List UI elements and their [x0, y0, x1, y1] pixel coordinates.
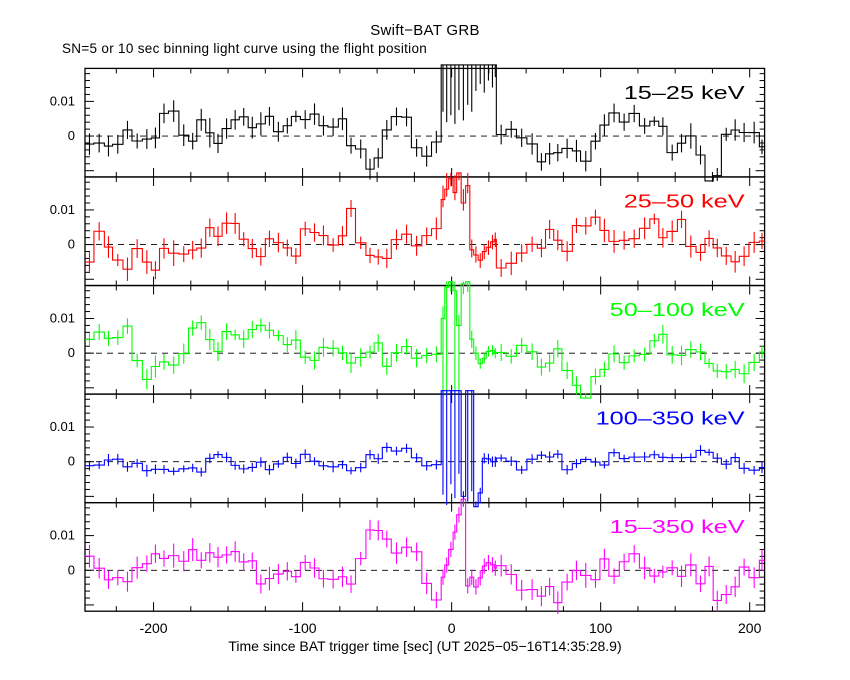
svg-text:-100: -100: [289, 620, 317, 636]
svg-text:0.01: 0.01: [50, 310, 75, 325]
svg-text:0: 0: [68, 345, 75, 360]
svg-text:0.01: 0.01: [50, 419, 75, 434]
svg-text:200: 200: [738, 620, 762, 636]
svg-text:0.01: 0.01: [50, 93, 75, 108]
svg-text:25–50 keV: 25–50 keV: [624, 191, 745, 212]
svg-text:0: 0: [68, 562, 75, 577]
svg-text:0: 0: [68, 454, 75, 469]
svg-text:0.01: 0.01: [50, 202, 75, 217]
svg-text:0: 0: [68, 237, 75, 252]
svg-text:0: 0: [68, 128, 75, 143]
svg-text:100: 100: [589, 620, 613, 636]
svg-text:0: 0: [448, 620, 456, 636]
svg-text:50–100 keV: 50–100 keV: [610, 300, 745, 321]
svg-text:0.01: 0.01: [50, 528, 75, 543]
svg-text:15–25 keV: 15–25 keV: [624, 82, 745, 103]
svg-text:15–350 keV: 15–350 keV: [610, 517, 745, 538]
svg-text:-200: -200: [140, 620, 168, 636]
svg-text:100–350 keV: 100–350 keV: [596, 408, 745, 429]
